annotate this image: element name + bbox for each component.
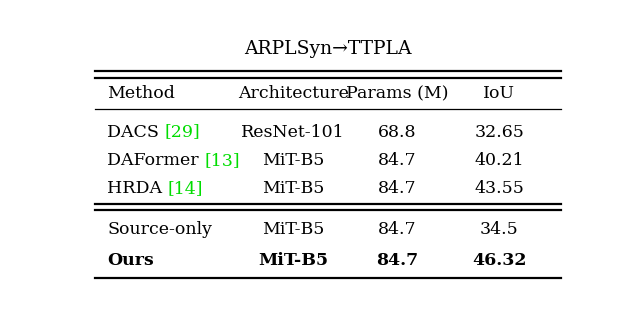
Text: DACS: DACS bbox=[108, 124, 164, 140]
Text: MiT-B5: MiT-B5 bbox=[262, 221, 324, 238]
Text: 84.7: 84.7 bbox=[376, 252, 419, 269]
Text: 43.55: 43.55 bbox=[474, 180, 524, 197]
Text: 84.7: 84.7 bbox=[378, 180, 417, 197]
Text: 84.7: 84.7 bbox=[378, 221, 417, 238]
Text: HRDA: HRDA bbox=[108, 180, 168, 197]
Text: Architecture: Architecture bbox=[238, 85, 349, 102]
Text: 34.5: 34.5 bbox=[480, 221, 518, 238]
Text: ARPLSyn→TTPLA: ARPLSyn→TTPLA bbox=[244, 41, 412, 59]
Text: [13]: [13] bbox=[204, 152, 240, 169]
Text: MiT-B5: MiT-B5 bbox=[262, 152, 324, 169]
Text: [29]: [29] bbox=[164, 124, 200, 140]
Text: 40.21: 40.21 bbox=[474, 152, 524, 169]
Text: MiT-B5: MiT-B5 bbox=[258, 252, 328, 269]
Text: 46.32: 46.32 bbox=[472, 252, 526, 269]
Text: Method: Method bbox=[108, 85, 175, 102]
Text: 84.7: 84.7 bbox=[378, 152, 417, 169]
Text: 32.65: 32.65 bbox=[474, 124, 524, 140]
Text: IoU: IoU bbox=[483, 85, 515, 102]
Text: 68.8: 68.8 bbox=[378, 124, 417, 140]
Text: Params (M): Params (M) bbox=[346, 85, 449, 102]
Text: DAFormer: DAFormer bbox=[108, 152, 204, 169]
Text: Source-only: Source-only bbox=[108, 221, 212, 238]
Text: [14]: [14] bbox=[168, 180, 204, 197]
Text: ResNet-101: ResNet-101 bbox=[241, 124, 345, 140]
Text: MiT-B5: MiT-B5 bbox=[262, 180, 324, 197]
Text: Ours: Ours bbox=[108, 252, 154, 269]
